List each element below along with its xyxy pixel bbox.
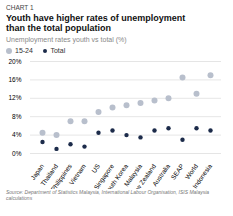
svg-text:Vietnam: Vietnam	[68, 163, 87, 186]
svg-text:0%: 0%	[12, 150, 22, 157]
svg-text:8%: 8%	[12, 113, 22, 120]
svg-text:16%: 16%	[8, 76, 21, 83]
html-text:Unemployment rates youth vs to: Unemployment rates youth vs total (%)	[6, 36, 127, 44]
html-text:Youth have higher rates of une: Youth have higher rates of unemployment …	[6, 12, 186, 34]
html-text:Source: Department of Statisti: Source: Department of Statistics Malaysi…	[6, 189, 210, 202]
svg-text:US: US	[90, 162, 101, 174]
html-text:CHART 1: CHART 1	[6, 4, 34, 11]
svg-text:20%: 20%	[8, 58, 21, 65]
svg-text:4%: 4%	[12, 131, 22, 138]
svg-text:World: World	[183, 162, 199, 181]
svg-text:Malaysia: Malaysia	[122, 162, 143, 188]
svg-text:SEAP: SEAP	[169, 163, 185, 181]
svg-text:Thailand: Thailand	[39, 162, 59, 188]
svg-text:Indonesia: Indonesia	[191, 163, 213, 190]
html-text:Total: Total	[50, 46, 66, 54]
svg-text:12%: 12%	[8, 95, 21, 102]
svg-text:Japan: Japan	[29, 162, 45, 182]
html-text:15-24: 15-24	[15, 46, 33, 54]
svg-text:Australia: Australia	[151, 163, 171, 188]
